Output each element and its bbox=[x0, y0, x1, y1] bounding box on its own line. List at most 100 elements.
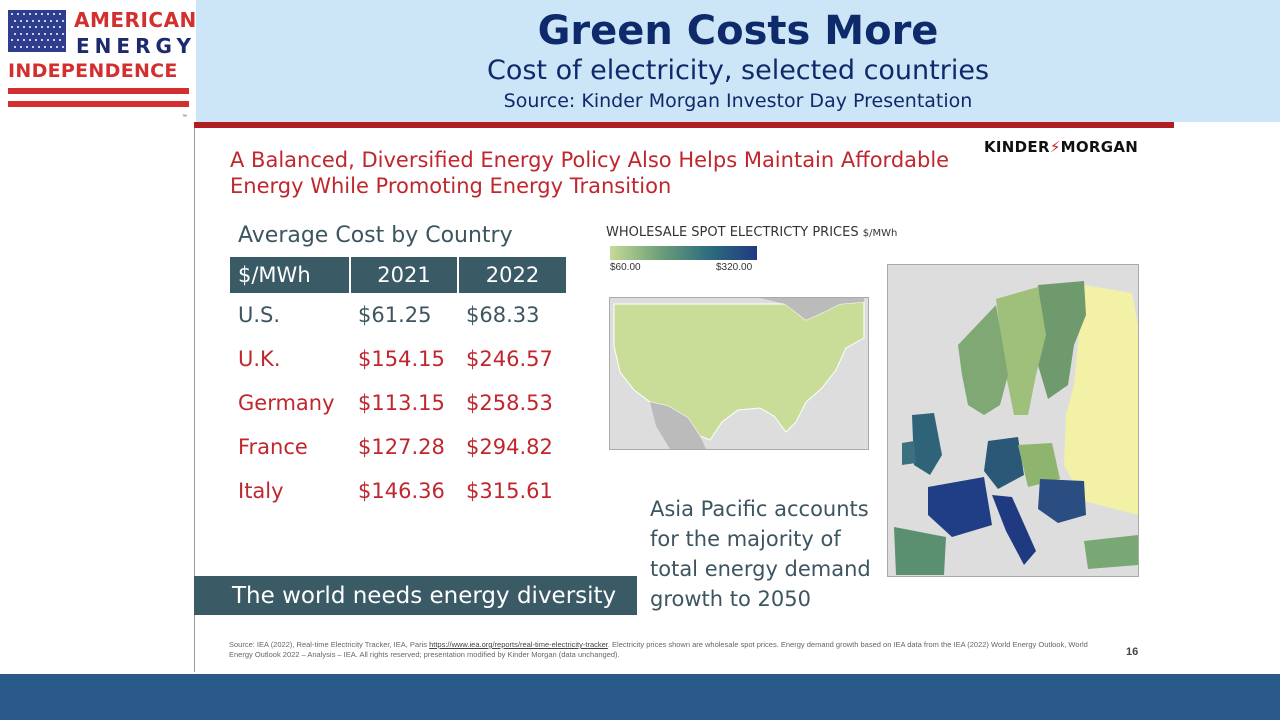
finland-shape bbox=[1038, 281, 1086, 399]
footnote-text-b: . Electricity prices shown are wholesale… bbox=[229, 640, 1088, 659]
flag-star-icon bbox=[29, 39, 31, 41]
flag-star-icon bbox=[62, 19, 64, 22]
flag-star-icon bbox=[20, 45, 22, 48]
sweden-shape bbox=[996, 287, 1046, 415]
table-header-unit: $/MWh bbox=[230, 257, 351, 293]
table-header-2021: 2021 bbox=[350, 257, 459, 293]
table-header-row: $/MWh 2021 2022 bbox=[230, 257, 566, 293]
flag-star-icon bbox=[50, 45, 52, 48]
diversity-banner: The world needs energy diversity bbox=[194, 576, 637, 615]
cost-2021-cell: $113.15 bbox=[358, 391, 445, 415]
flag-star-icon bbox=[11, 13, 13, 15]
flag-star-icon bbox=[38, 32, 40, 35]
source-line: Source: Kinder Morgan Investor Day Prese… bbox=[503, 90, 973, 112]
flag-star-icon bbox=[14, 19, 16, 22]
mexico-shape bbox=[650, 402, 706, 449]
germany-shape bbox=[984, 437, 1024, 489]
cost-table: $/MWh 2021 2022 U.S. $61.25 $68.33 U.K. … bbox=[230, 257, 566, 513]
map-legend-title-text: WHOLESALE SPOT ELECTRICTY PRICES bbox=[606, 225, 859, 240]
american-energy-independence-logo: AMERICAN ENERGY INDEPENDENCE ™ bbox=[0, 0, 196, 122]
flag-star-icon bbox=[17, 39, 19, 41]
asia-pacific-note: Asia Pacific accounts for the majority o… bbox=[650, 497, 871, 611]
footnote: Source: IEA (2022), Real-time Electricit… bbox=[229, 640, 1089, 660]
table-row: France $127.28 $294.82 bbox=[230, 425, 566, 469]
flag-star-icon bbox=[56, 19, 58, 22]
table-row: Italy $146.36 $315.61 bbox=[230, 469, 566, 513]
us-landmass bbox=[613, 301, 865, 441]
flag-star-icon bbox=[20, 19, 22, 22]
country-cell: Italy bbox=[238, 479, 284, 503]
table-row: U.S. $61.25 $68.33 bbox=[230, 293, 566, 337]
slide-left-border bbox=[194, 128, 195, 672]
russia-shape bbox=[1064, 285, 1138, 515]
flag-star-icon bbox=[35, 26, 37, 28]
cost-2021-cell: $154.15 bbox=[358, 347, 445, 371]
cost-2021-cell: $146.36 bbox=[358, 479, 445, 503]
flag-star-icon bbox=[14, 32, 16, 35]
flag-star-icon bbox=[26, 32, 28, 35]
logo-trademark: ™ bbox=[182, 114, 187, 120]
table-title: Average Cost by Country bbox=[238, 223, 513, 248]
flag-star-icon bbox=[17, 26, 19, 28]
country-cell: France bbox=[238, 435, 308, 459]
flag-star-icon bbox=[62, 45, 64, 48]
us-price-map bbox=[609, 297, 869, 450]
flag-star-icon bbox=[53, 26, 55, 28]
table-header-2022: 2022 bbox=[458, 257, 566, 293]
map-legend-max: $320.00 bbox=[716, 262, 753, 273]
cost-2022-cell: $315.61 bbox=[466, 479, 553, 503]
flag-star-icon bbox=[59, 26, 61, 28]
slide-headline: A Balanced, Diversified Energy Policy Al… bbox=[230, 147, 990, 199]
flag-star-icon bbox=[32, 32, 34, 35]
europe-map-graphic bbox=[894, 281, 1138, 575]
flag-star-icon bbox=[56, 32, 58, 35]
flag-star-icon bbox=[41, 26, 43, 28]
bottom-band bbox=[0, 674, 1280, 720]
flag-star-icon bbox=[38, 45, 40, 48]
flag-star-icon bbox=[53, 13, 55, 15]
canada-shape bbox=[760, 298, 864, 320]
cost-2021-cell: $61.25 bbox=[358, 303, 432, 327]
flag-star-icon bbox=[32, 45, 34, 48]
poland-shape bbox=[1018, 443, 1060, 487]
cost-2021-cell: $127.28 bbox=[358, 435, 445, 459]
map-legend-gradient bbox=[610, 246, 757, 260]
country-cell: Germany bbox=[238, 391, 335, 415]
flag-star-icon bbox=[17, 13, 19, 15]
kinder-morgan-logo-left: KINDER bbox=[984, 138, 1050, 156]
flag-star-icon bbox=[26, 45, 28, 48]
logo-word-independence: INDEPENDENCE bbox=[8, 60, 178, 82]
france-shape bbox=[928, 477, 992, 537]
cost-2022-cell: $246.57 bbox=[466, 347, 553, 371]
table-row: Germany $113.15 $258.53 bbox=[230, 381, 566, 425]
ireland-shape bbox=[902, 441, 916, 465]
country-cell: U.K. bbox=[238, 347, 281, 371]
us-map-graphic bbox=[613, 298, 865, 449]
flag-star-icon bbox=[50, 19, 52, 22]
footnote-text-a: Source: IEA (2022), Real-time Electricit… bbox=[229, 640, 430, 649]
europe-price-map bbox=[887, 264, 1139, 577]
uk-shape bbox=[912, 413, 942, 475]
flag-star-icon bbox=[38, 19, 40, 22]
logo-stripe bbox=[8, 101, 189, 107]
us-flag-icon bbox=[8, 10, 66, 52]
page-subtitle: Cost of electricity, selected countries bbox=[486, 55, 990, 86]
flag-star-icon bbox=[14, 45, 16, 48]
flag-star-icon bbox=[47, 39, 49, 41]
slide-headline-line2: Energy While Promoting Energy Transition bbox=[230, 174, 672, 198]
footnote-link[interactable]: https://www.iea.org/reports/real-time-el… bbox=[429, 640, 608, 649]
cost-2022-cell: $68.33 bbox=[466, 303, 540, 327]
flag-star-icon bbox=[23, 39, 25, 41]
logo-stripe bbox=[8, 88, 189, 94]
flag-star-icon bbox=[41, 39, 43, 41]
flag-star-icon bbox=[26, 19, 28, 22]
flag-star-icon bbox=[35, 39, 37, 41]
flag-star-icon bbox=[11, 39, 13, 41]
map-legend-min: $60.00 bbox=[610, 262, 641, 273]
lightning-bolt-icon: ⚡ bbox=[1049, 138, 1061, 156]
flag-star-icon bbox=[23, 13, 25, 15]
flag-star-icon bbox=[29, 26, 31, 28]
flag-star-icon bbox=[11, 26, 13, 28]
flag-star-icon bbox=[50, 32, 52, 35]
